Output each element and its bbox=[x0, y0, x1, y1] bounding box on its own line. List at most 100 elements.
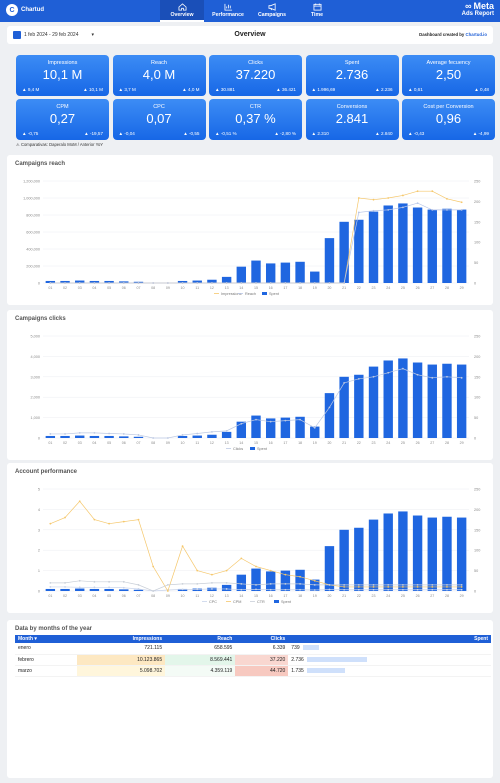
point-cpc[interactable] bbox=[357, 588, 360, 591]
point-cpc[interactable] bbox=[122, 586, 125, 589]
point-reach[interactable] bbox=[108, 282, 111, 284]
bar-spent[interactable] bbox=[412, 362, 423, 438]
point-cpm[interactable] bbox=[225, 569, 228, 572]
point-ctr[interactable] bbox=[416, 583, 419, 586]
point-cpm[interactable] bbox=[108, 522, 111, 525]
point-cpc[interactable] bbox=[181, 588, 184, 591]
point-cpm[interactable] bbox=[343, 586, 346, 588]
bar-spent[interactable] bbox=[280, 417, 291, 438]
bar-spent[interactable] bbox=[442, 363, 452, 438]
point-ctr[interactable] bbox=[225, 581, 228, 584]
point-reach[interactable] bbox=[431, 209, 434, 211]
point-cpc[interactable] bbox=[299, 588, 301, 591]
point-impressions[interactable] bbox=[416, 190, 419, 193]
legend-label[interactable]: Spent bbox=[269, 292, 280, 296]
point-clicks[interactable] bbox=[166, 437, 169, 439]
point-ctr[interactable] bbox=[357, 583, 360, 586]
point-reach[interactable] bbox=[284, 282, 287, 284]
bar-spent[interactable] bbox=[60, 588, 70, 591]
bar-spent[interactable] bbox=[456, 364, 467, 438]
bar-spent[interactable] bbox=[265, 263, 276, 283]
tab-overview[interactable]: Overview bbox=[160, 0, 204, 22]
point-ctr[interactable] bbox=[78, 579, 81, 582]
point-cpm[interactable] bbox=[313, 579, 316, 582]
point-reach[interactable] bbox=[328, 282, 331, 284]
bar-spent[interactable] bbox=[427, 209, 437, 283]
bar-spent[interactable] bbox=[221, 584, 232, 591]
point-cpm[interactable] bbox=[299, 575, 301, 578]
point-reach[interactable] bbox=[122, 282, 125, 284]
point-ctr[interactable] bbox=[64, 581, 66, 584]
bar-spent[interactable] bbox=[104, 280, 114, 283]
brand[interactable]: C Chartud bbox=[6, 4, 44, 16]
bar-spent[interactable] bbox=[236, 574, 247, 591]
bar-spent[interactable] bbox=[265, 418, 276, 438]
bar-spent[interactable] bbox=[207, 279, 217, 283]
point-cpm[interactable] bbox=[49, 522, 52, 525]
point-ctr[interactable] bbox=[196, 582, 199, 585]
point-cpm[interactable] bbox=[460, 586, 463, 588]
kpi-card[interactable]: CPC 0,07 ▲ -0,04 ▲ -0,55 bbox=[112, 99, 206, 140]
point-cpm[interactable] bbox=[166, 590, 169, 592]
point-reach[interactable] bbox=[49, 282, 52, 284]
point-cpc[interactable] bbox=[64, 586, 66, 588]
point-reach[interactable] bbox=[166, 282, 169, 284]
bar-spent[interactable] bbox=[45, 435, 56, 438]
bar-spent[interactable] bbox=[192, 280, 202, 283]
bar-spent[interactable] bbox=[383, 205, 393, 283]
point-clicks[interactable] bbox=[269, 420, 272, 423]
point-reach[interactable] bbox=[416, 202, 419, 204]
point-clicks[interactable] bbox=[313, 426, 316, 429]
point-cpc[interactable] bbox=[225, 588, 228, 590]
bar-spent[interactable] bbox=[207, 434, 217, 438]
point-clicks[interactable] bbox=[416, 373, 419, 376]
point-cpm[interactable] bbox=[122, 520, 125, 523]
point-reach[interactable] bbox=[401, 206, 404, 209]
bar-spent[interactable] bbox=[398, 203, 408, 283]
bar-spent[interactable] bbox=[75, 588, 85, 591]
table-row[interactable]: febrero 10.123.865 8.569.441 37.220 2.736 bbox=[15, 654, 491, 666]
point-cpm[interactable] bbox=[372, 586, 375, 588]
point-cpc[interactable] bbox=[137, 588, 140, 590]
point-cpm[interactable] bbox=[446, 586, 448, 588]
bar-spent[interactable] bbox=[45, 588, 56, 591]
bar-spent[interactable] bbox=[104, 588, 114, 591]
legend-label[interactable]: Reach bbox=[245, 292, 256, 296]
bar-spent[interactable] bbox=[221, 431, 232, 438]
point-clicks[interactable] bbox=[328, 406, 331, 409]
bar-spent[interactable] bbox=[295, 569, 305, 591]
point-clicks[interactable] bbox=[299, 418, 301, 421]
point-clicks[interactable] bbox=[108, 432, 111, 435]
point-cpm[interactable] bbox=[240, 557, 243, 560]
point-cpm[interactable] bbox=[416, 586, 419, 588]
point-clicks[interactable] bbox=[49, 433, 52, 435]
bar-spent[interactable] bbox=[442, 208, 452, 283]
point-cpc[interactable] bbox=[108, 586, 111, 589]
point-cpm[interactable] bbox=[64, 516, 66, 519]
point-ctr[interactable] bbox=[181, 582, 184, 585]
point-cpm[interactable] bbox=[93, 518, 96, 521]
point-clicks[interactable] bbox=[255, 418, 257, 421]
bar-spent[interactable] bbox=[324, 238, 335, 283]
point-clicks[interactable] bbox=[64, 433, 66, 435]
bar-spent[interactable] bbox=[75, 280, 85, 283]
point-reach[interactable] bbox=[343, 282, 346, 284]
bar-spent[interactable] bbox=[265, 571, 276, 591]
bar-spent[interactable] bbox=[427, 517, 437, 591]
point-cpm[interactable] bbox=[152, 565, 155, 568]
bar-spent[interactable] bbox=[177, 280, 188, 283]
bar-spent[interactable] bbox=[398, 358, 408, 438]
point-cpm[interactable] bbox=[401, 586, 404, 588]
point-clicks[interactable] bbox=[196, 432, 199, 435]
point-impressions[interactable] bbox=[387, 197, 390, 199]
point-cpc[interactable] bbox=[313, 589, 316, 591]
point-ctr[interactable] bbox=[387, 583, 390, 586]
point-ctr[interactable] bbox=[108, 580, 111, 583]
point-cpm[interactable] bbox=[181, 545, 184, 548]
point-cpm[interactable] bbox=[137, 518, 140, 521]
point-clicks[interactable] bbox=[284, 419, 287, 422]
point-impressions[interactable] bbox=[401, 194, 404, 197]
point-cpm[interactable] bbox=[211, 573, 213, 576]
bar-spent[interactable] bbox=[456, 517, 467, 591]
bar-spent[interactable] bbox=[339, 529, 349, 591]
